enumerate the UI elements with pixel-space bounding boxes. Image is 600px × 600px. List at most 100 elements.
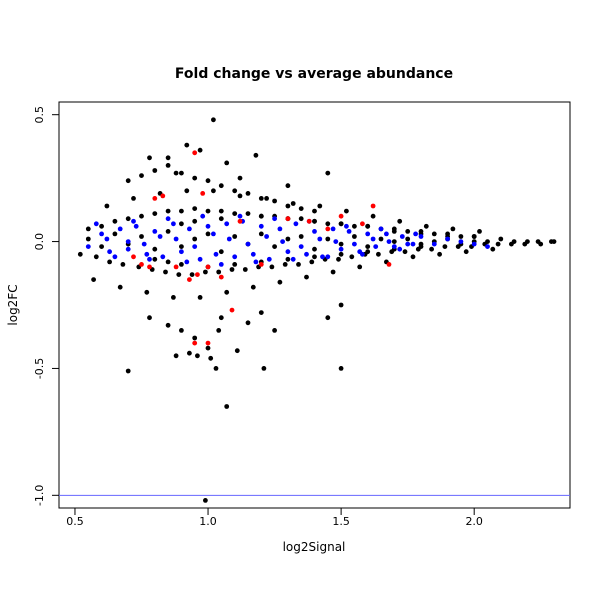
data-point (179, 262, 184, 267)
data-point (277, 279, 283, 285)
data-point (147, 264, 152, 270)
data-point (325, 221, 331, 227)
data-point (232, 188, 238, 194)
data-point (192, 236, 198, 242)
data-point (211, 117, 216, 123)
data-point (184, 188, 190, 194)
data-point (242, 267, 248, 272)
data-point (139, 213, 144, 219)
data-point (285, 203, 291, 209)
data-point (195, 272, 200, 277)
data-point (152, 168, 158, 173)
data-point (312, 218, 317, 224)
data-point (107, 259, 112, 265)
data-point (397, 218, 403, 224)
data-point (112, 218, 118, 224)
data-point (165, 216, 171, 222)
data-point (197, 256, 203, 262)
data-point (258, 231, 264, 237)
data-point (277, 226, 283, 232)
data-point (522, 241, 528, 247)
data-point (365, 223, 371, 229)
data-point (93, 221, 99, 227)
data-point (261, 366, 267, 371)
data-point (112, 231, 118, 237)
data-point (549, 239, 554, 245)
x-tick-label: 2.0 (465, 515, 483, 528)
y-tick-label: -1.0 (33, 485, 46, 506)
data-point (171, 295, 176, 300)
data-point (352, 241, 357, 247)
data-point (77, 251, 83, 257)
data-point (237, 193, 243, 199)
data-point (490, 246, 496, 252)
data-point (192, 206, 198, 212)
data-point (125, 178, 131, 184)
data-point (285, 216, 291, 222)
data-point (298, 216, 304, 222)
data-point (218, 183, 224, 189)
data-point (410, 254, 416, 260)
data-point (384, 231, 389, 237)
data-point (365, 231, 371, 237)
data-point (397, 246, 403, 252)
data-point (171, 221, 176, 227)
data-point (413, 231, 418, 237)
data-point (258, 196, 264, 201)
data-point (336, 256, 341, 262)
data-point (139, 234, 144, 239)
data-point (85, 244, 91, 250)
data-point (147, 256, 152, 262)
data-point (125, 239, 131, 245)
data-point (117, 284, 123, 290)
data-point (365, 244, 371, 250)
data-point (216, 328, 222, 333)
data-point (224, 160, 230, 166)
data-point (165, 229, 171, 234)
data-point (338, 241, 344, 247)
data-point (203, 498, 208, 503)
data-point (264, 234, 269, 239)
x-tick-label: 0.5 (66, 515, 84, 528)
data-point (197, 295, 203, 300)
data-point (232, 262, 238, 267)
data-point (423, 223, 429, 229)
data-point (258, 223, 264, 229)
data-point (192, 340, 198, 346)
data-point (224, 289, 230, 295)
data-point (226, 236, 232, 242)
data-point (192, 218, 198, 224)
data-point (360, 251, 365, 257)
data-point (312, 229, 317, 234)
data-point (152, 196, 158, 201)
data-point (213, 251, 219, 257)
data-point (179, 170, 184, 176)
data-point (232, 211, 238, 217)
data-point (187, 277, 192, 282)
data-point (104, 203, 110, 209)
data-point (160, 193, 166, 199)
data-point (272, 244, 277, 250)
data-point (218, 262, 224, 267)
data-point (184, 259, 190, 265)
data-point (112, 254, 118, 260)
data-point (200, 213, 206, 219)
data-point (176, 272, 182, 277)
data-point (253, 152, 259, 158)
data-point (357, 264, 363, 270)
data-point (165, 155, 171, 161)
x-tick-label: 1.5 (332, 515, 350, 528)
data-point (205, 340, 211, 346)
data-point (205, 223, 211, 229)
data-point (338, 251, 344, 257)
data-point (285, 249, 291, 255)
data-point (325, 226, 331, 232)
data-point (304, 274, 309, 280)
data-point (125, 246, 131, 252)
data-point (376, 251, 381, 257)
data-point (211, 188, 216, 194)
data-point (330, 226, 336, 232)
data-point (391, 239, 397, 245)
data-point (245, 241, 251, 247)
data-point (208, 355, 214, 361)
